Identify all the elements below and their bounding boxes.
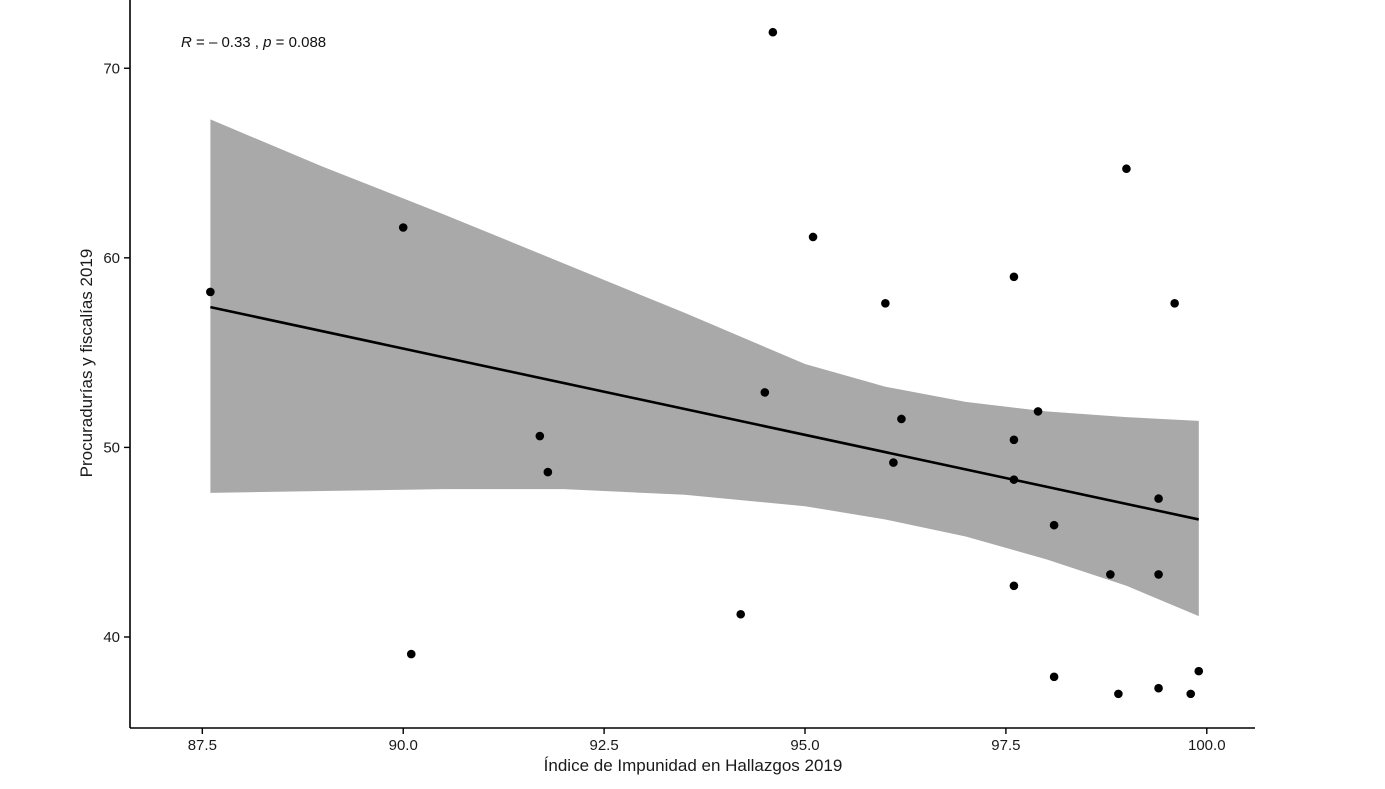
data-point xyxy=(398,223,408,232)
x-tick-label: 90.0 xyxy=(389,737,418,754)
data-point xyxy=(1154,683,1163,693)
x-tick-label: 100.0 xyxy=(1188,737,1226,754)
data-point xyxy=(1122,164,1131,174)
y-tick-label: 40 xyxy=(103,629,120,646)
y-tick-label: 60 xyxy=(103,250,120,267)
data-point xyxy=(760,388,770,397)
data-point xyxy=(1049,672,1059,682)
axes-layer xyxy=(129,0,1255,729)
data-point xyxy=(406,649,416,659)
confidence-band-layer xyxy=(210,119,1199,617)
data-point xyxy=(1170,299,1179,308)
data-point xyxy=(768,27,778,37)
y-tick-label: 50 xyxy=(103,439,120,456)
data-point xyxy=(206,287,215,297)
data-point xyxy=(543,467,553,477)
data-point xyxy=(1186,689,1196,699)
y-ticks-layer: 40 50 60 70 xyxy=(103,60,130,646)
x-tick-label: 97.5 xyxy=(991,737,1020,754)
data-point xyxy=(1049,520,1059,530)
regression-line xyxy=(210,305,1200,521)
data-point xyxy=(1009,272,1019,282)
data-point xyxy=(1106,570,1115,579)
p-symbol: p xyxy=(262,34,271,51)
data-point xyxy=(881,299,890,308)
data-point xyxy=(736,609,746,619)
data-point xyxy=(1114,689,1123,699)
data-point xyxy=(1194,666,1204,676)
data-point xyxy=(1009,435,1019,445)
confidence-band xyxy=(210,119,1199,617)
data-point xyxy=(1009,581,1019,591)
x-tick-label: 92.5 xyxy=(590,737,619,754)
data-point xyxy=(1009,475,1019,484)
data-point xyxy=(889,458,898,467)
x-tick-label: 95.0 xyxy=(790,737,819,754)
data-point xyxy=(1154,570,1163,579)
data-point xyxy=(808,232,818,242)
x-ticks-layer: 87.5 90.0 92.5 95.0 97.5 100.0 xyxy=(188,728,1226,754)
data-point xyxy=(897,414,906,424)
x-axis-title: Índice de Impunidad en Hallazgos 2019 xyxy=(544,756,843,775)
r-symbol: R xyxy=(181,34,192,51)
regression-line-layer xyxy=(210,305,1200,521)
data-point xyxy=(535,431,545,441)
r-value: = – 0.33 , xyxy=(192,34,263,51)
x-tick-label: 87.5 xyxy=(188,737,217,754)
p-value: = 0.088 xyxy=(272,34,327,51)
correlation-annotation: R = – 0.33 , p = 0.088 xyxy=(181,34,326,51)
data-point xyxy=(1154,494,1163,503)
data-points-layer xyxy=(206,27,1204,699)
data-point xyxy=(1033,407,1043,416)
y-tick-label: 70 xyxy=(103,60,120,77)
y-axis-title: Procuradurías y fiscalías 2019 xyxy=(77,249,96,478)
